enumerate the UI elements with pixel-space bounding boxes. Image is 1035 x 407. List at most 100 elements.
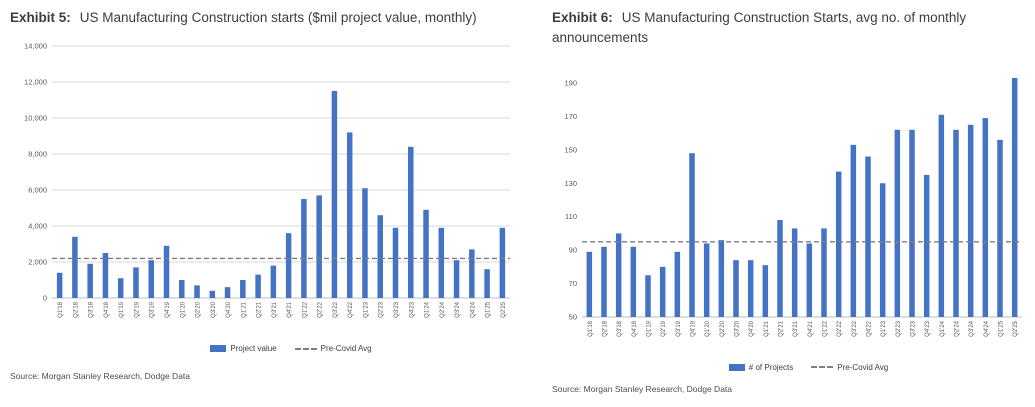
x-tick-label: Q2'18 [73, 302, 79, 318]
y-tick-label: 90 [569, 245, 577, 254]
bar [938, 114, 945, 317]
bar [362, 188, 368, 299]
y-tick-label: 150 [564, 145, 577, 154]
x-tick-label: Q1'18 [588, 320, 594, 336]
x-tick-label: Q1'24 [940, 320, 946, 336]
x-tick-label: Q1'23 [881, 320, 887, 336]
exhibit5-title: Exhibit 5: US Manufacturing Construction … [10, 8, 488, 28]
bar [102, 253, 109, 299]
y-tick-label: 4,000 [28, 222, 47, 231]
x-tick-label: Q3'21 [272, 302, 278, 318]
bar [733, 259, 739, 317]
x-tick-label: Q1'20 [705, 320, 711, 336]
bar [923, 174, 930, 317]
bar [630, 246, 637, 317]
bar [835, 171, 842, 317]
x-tick-label: Q1'19 [647, 320, 653, 336]
bar [163, 246, 170, 299]
exhibit5-panel: Exhibit 5: US Manufacturing Construction … [10, 8, 542, 407]
y-tick-label: 6,000 [28, 186, 47, 195]
y-tick-label: 14,000 [24, 42, 47, 51]
bar [821, 227, 827, 317]
bar-swatch-icon [210, 345, 227, 353]
bar [255, 274, 261, 299]
bar [484, 269, 490, 299]
x-tick-label: Q1'20 [180, 302, 186, 318]
legend-label: Pre-Covid Avg [320, 344, 372, 354]
x-tick-label: Q2'25 [501, 302, 507, 318]
x-tick-label: Q3'24 [455, 302, 461, 318]
exhibit6-title-label: Exhibit 6: [552, 10, 613, 25]
bar [56, 273, 63, 299]
y-tick-label: 8,000 [28, 150, 47, 159]
bar [270, 265, 277, 299]
x-tick-label: Q4'22 [348, 302, 354, 318]
bar [194, 285, 200, 299]
x-tick-label: Q4'23 [409, 302, 415, 318]
x-tick-label: Q1'19 [119, 302, 125, 318]
x-tick-label: Q2'19 [134, 302, 140, 318]
exhibit5-title-label: Exhibit 5: [10, 10, 71, 25]
exhibit5-chart: 0 2,000 4,000 6,000 8,000 10,000 12,000 14,000 Q… [24, 42, 510, 318]
bar [982, 117, 989, 317]
dashed-line-swatch-icon [811, 366, 834, 368]
x-tick-label: Q3'24 [969, 320, 975, 336]
x-tick-label: Q2'20 [196, 302, 202, 318]
bar [791, 227, 798, 317]
bar [894, 129, 901, 317]
x-tick-label: Q4'21 [808, 320, 814, 336]
x-tick-label: Q3'19 [150, 302, 156, 318]
x-tick-label: Q1'23 [363, 302, 369, 318]
bar [392, 228, 399, 299]
legend-item-project-value: Project value [210, 344, 277, 353]
bar [301, 199, 307, 299]
x-tick-label: Q3'23 [394, 302, 400, 318]
x-tick-label: Q3'20 [211, 302, 217, 318]
bar [674, 251, 681, 317]
bar [438, 228, 445, 299]
legend-label: Pre-Covid Avg [837, 362, 889, 372]
exhibit6-title-text: US Manufacturing Construction Starts, av… [552, 10, 967, 46]
bar [346, 132, 353, 299]
x-tick-label: Q3'18 [617, 320, 623, 336]
bar [499, 228, 506, 299]
bar [659, 266, 666, 317]
legend-label: # of Projects [748, 362, 794, 372]
bar [179, 280, 185, 299]
x-tick-label: Q2'22 [318, 302, 324, 318]
x-tick-label: Q2'18 [603, 320, 609, 336]
x-tick-label: Q1'21 [764, 320, 770, 336]
x-tick-label: Q4'19 [165, 302, 171, 318]
bar [133, 267, 139, 299]
x-tick-label: Q2'24 [955, 320, 961, 336]
bar [865, 156, 871, 317]
y-tick-label: 190 [564, 78, 577, 87]
x-tick-label: Q4'24 [470, 302, 476, 318]
bar [423, 210, 429, 299]
bar [703, 242, 710, 317]
bar [224, 287, 231, 299]
x-tick-label: Q4'21 [287, 302, 293, 318]
x-tick-label: Q3'20 [735, 320, 741, 336]
x-tick-label: Q1'25 [486, 302, 492, 318]
bar [718, 239, 725, 317]
exhibit6-legend: # of Projects Pre-Covid Avg [582, 363, 1035, 372]
legend-item-num-projects: # of Projects [728, 362, 794, 372]
bar [967, 124, 974, 317]
x-tick-label: Q4'20 [226, 302, 232, 318]
bar [997, 139, 1003, 317]
x-tick-label: Q3'22 [333, 302, 339, 318]
exhibit5-legend: Project value Pre-Covid Avg [40, 344, 542, 353]
bar [879, 182, 886, 317]
bar [615, 232, 622, 317]
bar [806, 242, 813, 317]
y-tick-label: 10,000 [24, 114, 47, 123]
bar [747, 259, 754, 317]
x-tick-label: Q3'23 [911, 320, 917, 336]
x-tick-label: Q2'25 [1013, 320, 1019, 336]
x-tick-label: Q4'23 [925, 320, 931, 336]
bar [645, 274, 651, 317]
y-tick-label: 2,000 [28, 258, 47, 267]
x-tick-label: Q1'25 [999, 320, 1005, 336]
